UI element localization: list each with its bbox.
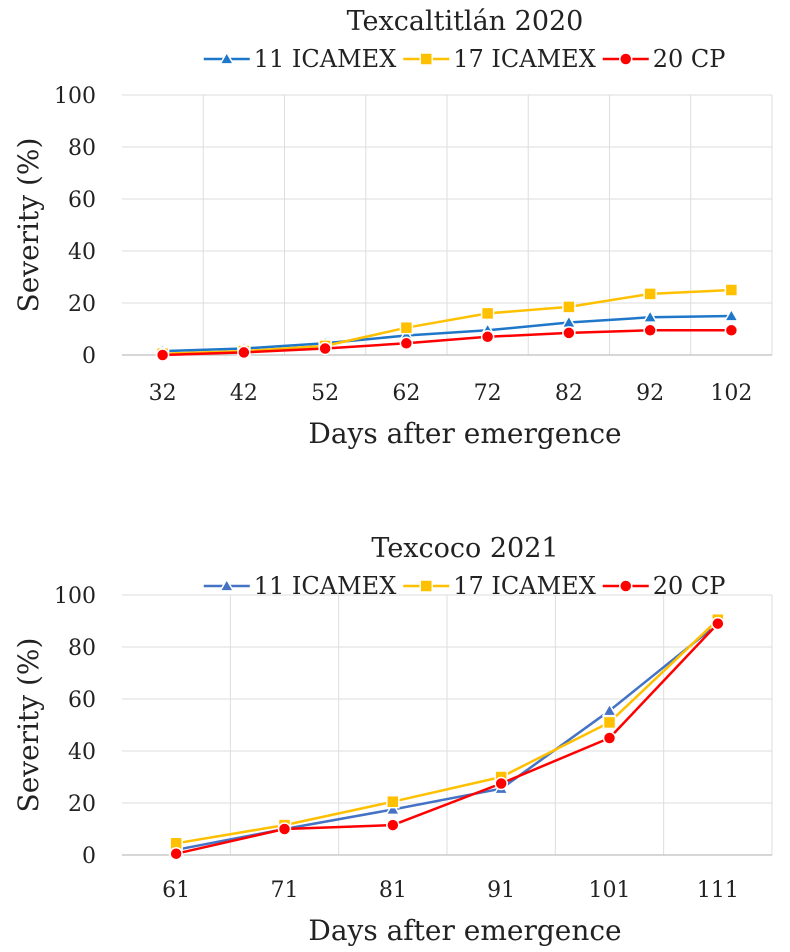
chart-title: Texcoco 2021 — [371, 533, 558, 564]
y-tick-label: 60 — [68, 688, 96, 713]
series-20-cp — [155, 323, 739, 362]
x-tick-label: 82 — [555, 381, 583, 406]
x-tick-label: 71 — [271, 878, 299, 903]
y-tick-label: 0 — [82, 344, 96, 369]
y-tick-label: 20 — [68, 292, 96, 317]
data-point — [386, 794, 400, 809]
legend-marker-triangle — [218, 577, 235, 592]
data-point — [494, 776, 508, 791]
data-point — [724, 323, 739, 338]
x-axis-label: Days after emergence — [308, 417, 621, 450]
legend-label: 11 ICAMEX — [254, 572, 397, 600]
x-tick-label: 52 — [311, 381, 339, 406]
legend-label: 17 ICAMEX — [453, 45, 596, 73]
legend-item-17-icamex: 17 ICAMEX — [403, 45, 596, 73]
y-tick-label: 0 — [82, 844, 96, 869]
chart-1: Texcaltitlán 2020 11 ICAMEX 17 ICAMEX 20 CP… — [12, 6, 773, 450]
y-tick-label: 40 — [68, 240, 96, 265]
data-point — [155, 348, 170, 362]
x-tick-label: 72 — [474, 381, 502, 406]
y-tick-label: 80 — [68, 136, 96, 161]
legend-marker-circle — [619, 579, 633, 593]
data-point — [601, 702, 618, 717]
legend: 11 ICAMEX 17 ICAMEX 20 CP — [203, 45, 726, 73]
legend-marker-circle — [619, 52, 633, 66]
x-tick-label: 102 — [710, 381, 752, 406]
x-axis-label: Days after emergence — [308, 914, 621, 947]
x-tick-label: 62 — [392, 381, 420, 406]
x-tick-label: 101 — [589, 878, 631, 903]
legend-item-20-cp: 20 CP — [602, 45, 726, 73]
y-tick-label: 80 — [68, 636, 96, 661]
x-tick-label: 111 — [697, 878, 739, 903]
y-axis-label: Severity (%) — [12, 638, 45, 813]
x-tick-label: 61 — [162, 878, 190, 903]
legend-label: 11 ICAMEX — [254, 45, 397, 73]
data-point — [602, 731, 617, 745]
data-point — [643, 287, 657, 301]
data-point — [318, 341, 332, 356]
data-point — [237, 345, 251, 360]
legend-label: 20 CP — [653, 45, 726, 73]
legend: 11 ICAMEX 17 ICAMEX 20 CP — [203, 572, 725, 600]
x-tick-label: 81 — [379, 878, 407, 903]
data-point — [642, 309, 658, 323]
series-line — [175, 618, 719, 845]
series-line — [162, 314, 732, 353]
data-point — [169, 846, 183, 861]
data-point — [386, 818, 400, 832]
series-20-cp — [169, 616, 725, 861]
x-tick-label: 91 — [487, 878, 515, 903]
y-tick-label: 100 — [54, 84, 96, 109]
data-point — [723, 307, 740, 322]
data-point — [480, 330, 495, 344]
y-tick-label: 20 — [68, 792, 96, 817]
y-tick-label: 40 — [68, 740, 96, 765]
series-line — [162, 329, 732, 357]
data-point — [724, 283, 739, 297]
legend-item-11-icamex: 11 ICAMEX — [203, 572, 397, 600]
x-tick-label: 32 — [149, 381, 177, 406]
y-tick-label: 100 — [54, 584, 96, 609]
y-tick-label: 60 — [68, 188, 96, 213]
series-line — [162, 288, 732, 355]
legend-item-17-icamex: 17 ICAMEX — [403, 572, 596, 600]
data-point — [399, 320, 414, 335]
x-tick-label: 42 — [230, 381, 258, 406]
legend-marker-square — [419, 52, 433, 66]
x-tick-label: 92 — [636, 381, 664, 406]
legend-marker-square — [419, 579, 433, 593]
legend-label: 17 ICAMEX — [453, 572, 596, 600]
series-line — [175, 622, 719, 855]
data-point — [711, 616, 725, 631]
data-point — [602, 715, 617, 730]
data-point — [480, 306, 495, 321]
data-point — [385, 801, 401, 816]
data-point — [277, 822, 292, 836]
data-point — [643, 323, 657, 338]
y-axis-label: Severity (%) — [12, 138, 45, 313]
data-point — [562, 300, 576, 314]
data-point — [562, 326, 576, 340]
legend-marker-triangle — [218, 50, 235, 65]
legend-item-11-icamex: 11 ICAMEX — [203, 45, 397, 73]
data-point — [399, 336, 414, 351]
chart-title: Texcaltitlán 2020 — [347, 6, 584, 37]
